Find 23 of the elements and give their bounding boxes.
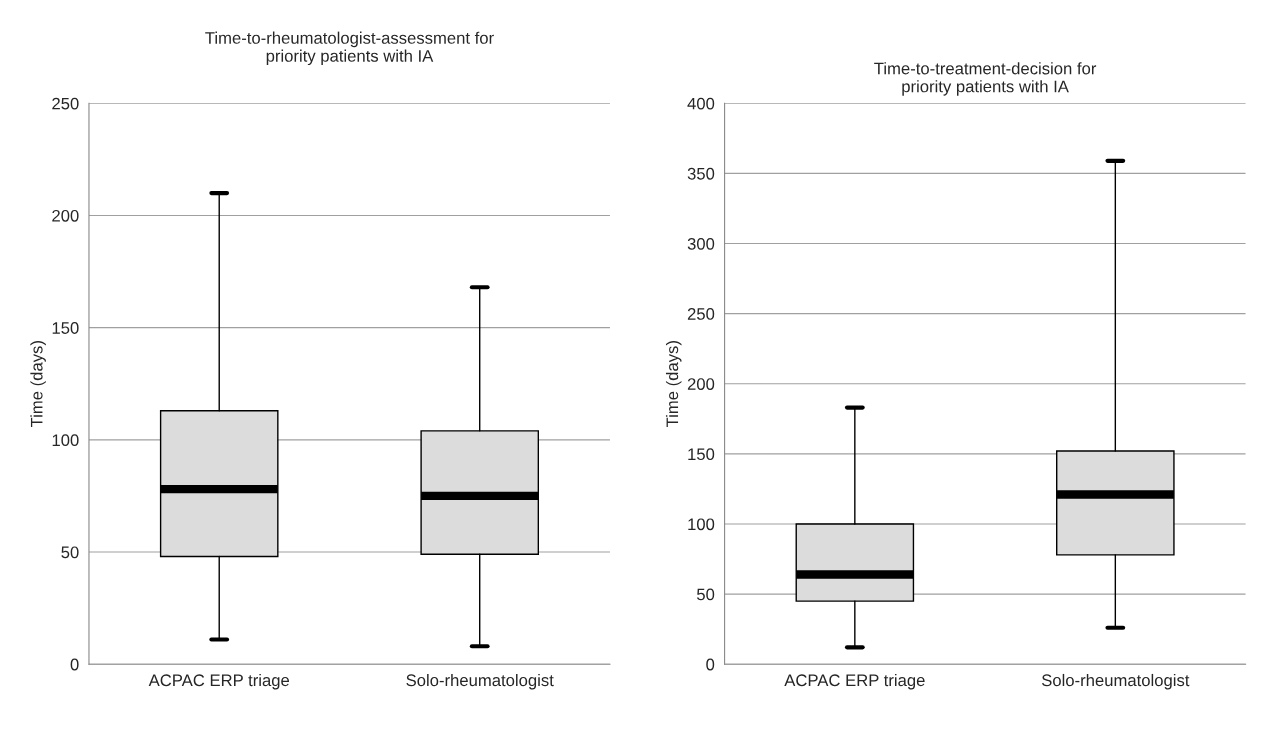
x-tick-label: Solo-rheumatologist <box>406 673 554 690</box>
y-tick-label: 200 <box>52 209 79 222</box>
y-axis-title: Time (days) <box>30 341 46 428</box>
y-tick-label: 400 <box>687 97 715 110</box>
y-tick-label: 300 <box>687 237 715 250</box>
y-tick-label: 350 <box>687 167 715 180</box>
y-tick-label: 0 <box>706 658 715 671</box>
y-tick-label: 100 <box>52 434 79 447</box>
y-tick-label: 50 <box>696 588 715 601</box>
y-tick-label: 150 <box>688 448 715 461</box>
y-tick-label: 250 <box>687 308 715 320</box>
y-tick-label: 200 <box>687 378 715 390</box>
y-tick-label: 250 <box>52 97 79 110</box>
x-tick-label: ACPAC ERP triage <box>784 673 925 690</box>
y-tick-label: 150 <box>52 322 79 334</box>
x-tick-label: ACPAC ERP triage <box>148 673 290 690</box>
y-tick-label: 0 <box>70 658 79 671</box>
y-tick-label: 50 <box>61 546 79 559</box>
x-tick-label: Solo-rheumatologist <box>1041 673 1190 690</box>
y-axis-title: Time (days) <box>665 341 682 428</box>
chart-title: Time-to-rheumatologist-assessment for priority patients with IA <box>205 31 494 66</box>
chart-title: Time-to-treatment-decision for priority patients with IA <box>874 62 1097 96</box>
y-tick-label: 100 <box>688 518 715 531</box>
